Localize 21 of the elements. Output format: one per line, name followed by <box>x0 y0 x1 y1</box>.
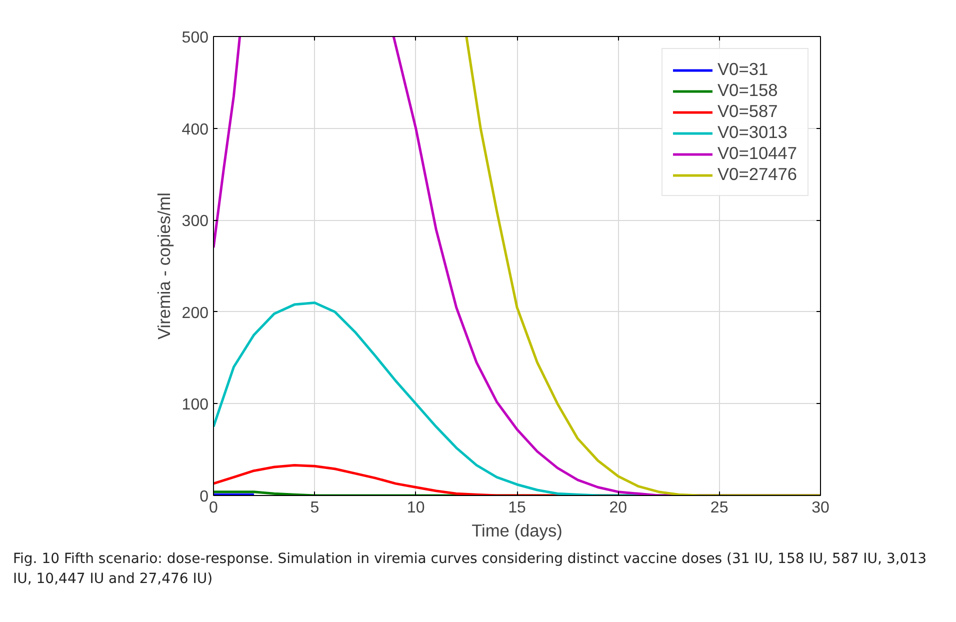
y-tick-label: 300 <box>182 213 209 230</box>
x-tick-label: 5 <box>310 500 320 516</box>
x-tick-label: 15 <box>508 500 526 516</box>
x-tick-label: 10 <box>406 500 425 516</box>
legend-label: V0=31 <box>718 59 768 80</box>
legend-label: V0=10447 <box>718 143 797 164</box>
y-tick-label: 100 <box>182 396 209 414</box>
y-tick-label: 500 <box>182 30 209 46</box>
y-tick-label: 0 <box>200 488 209 506</box>
legend-label: V0=158 <box>718 80 778 101</box>
legend-label: V0=27476 <box>718 164 797 185</box>
y-axis-title: Viremia - copies/ml <box>154 192 174 340</box>
legend-label: V0=3013 <box>718 122 788 143</box>
caption: Fig. 10 Fifth scenario: dose-response. Simulation in viremia curves considering distinct vaccine doses (31 IU, 158 IU, 587 IU, 3,013 IU, 10,447 IU and 27,476 IU) <box>13 550 928 589</box>
x-tick-label: 30 <box>812 500 830 516</box>
legend-label: V0=587 <box>718 101 778 122</box>
x-tick-label: 20 <box>609 500 628 516</box>
x-axis-title: Time (days) <box>472 520 562 540</box>
y-tick-label: 200 <box>182 304 209 322</box>
y-tick-label: 400 <box>182 121 209 138</box>
x-tick-label: 25 <box>710 500 728 516</box>
